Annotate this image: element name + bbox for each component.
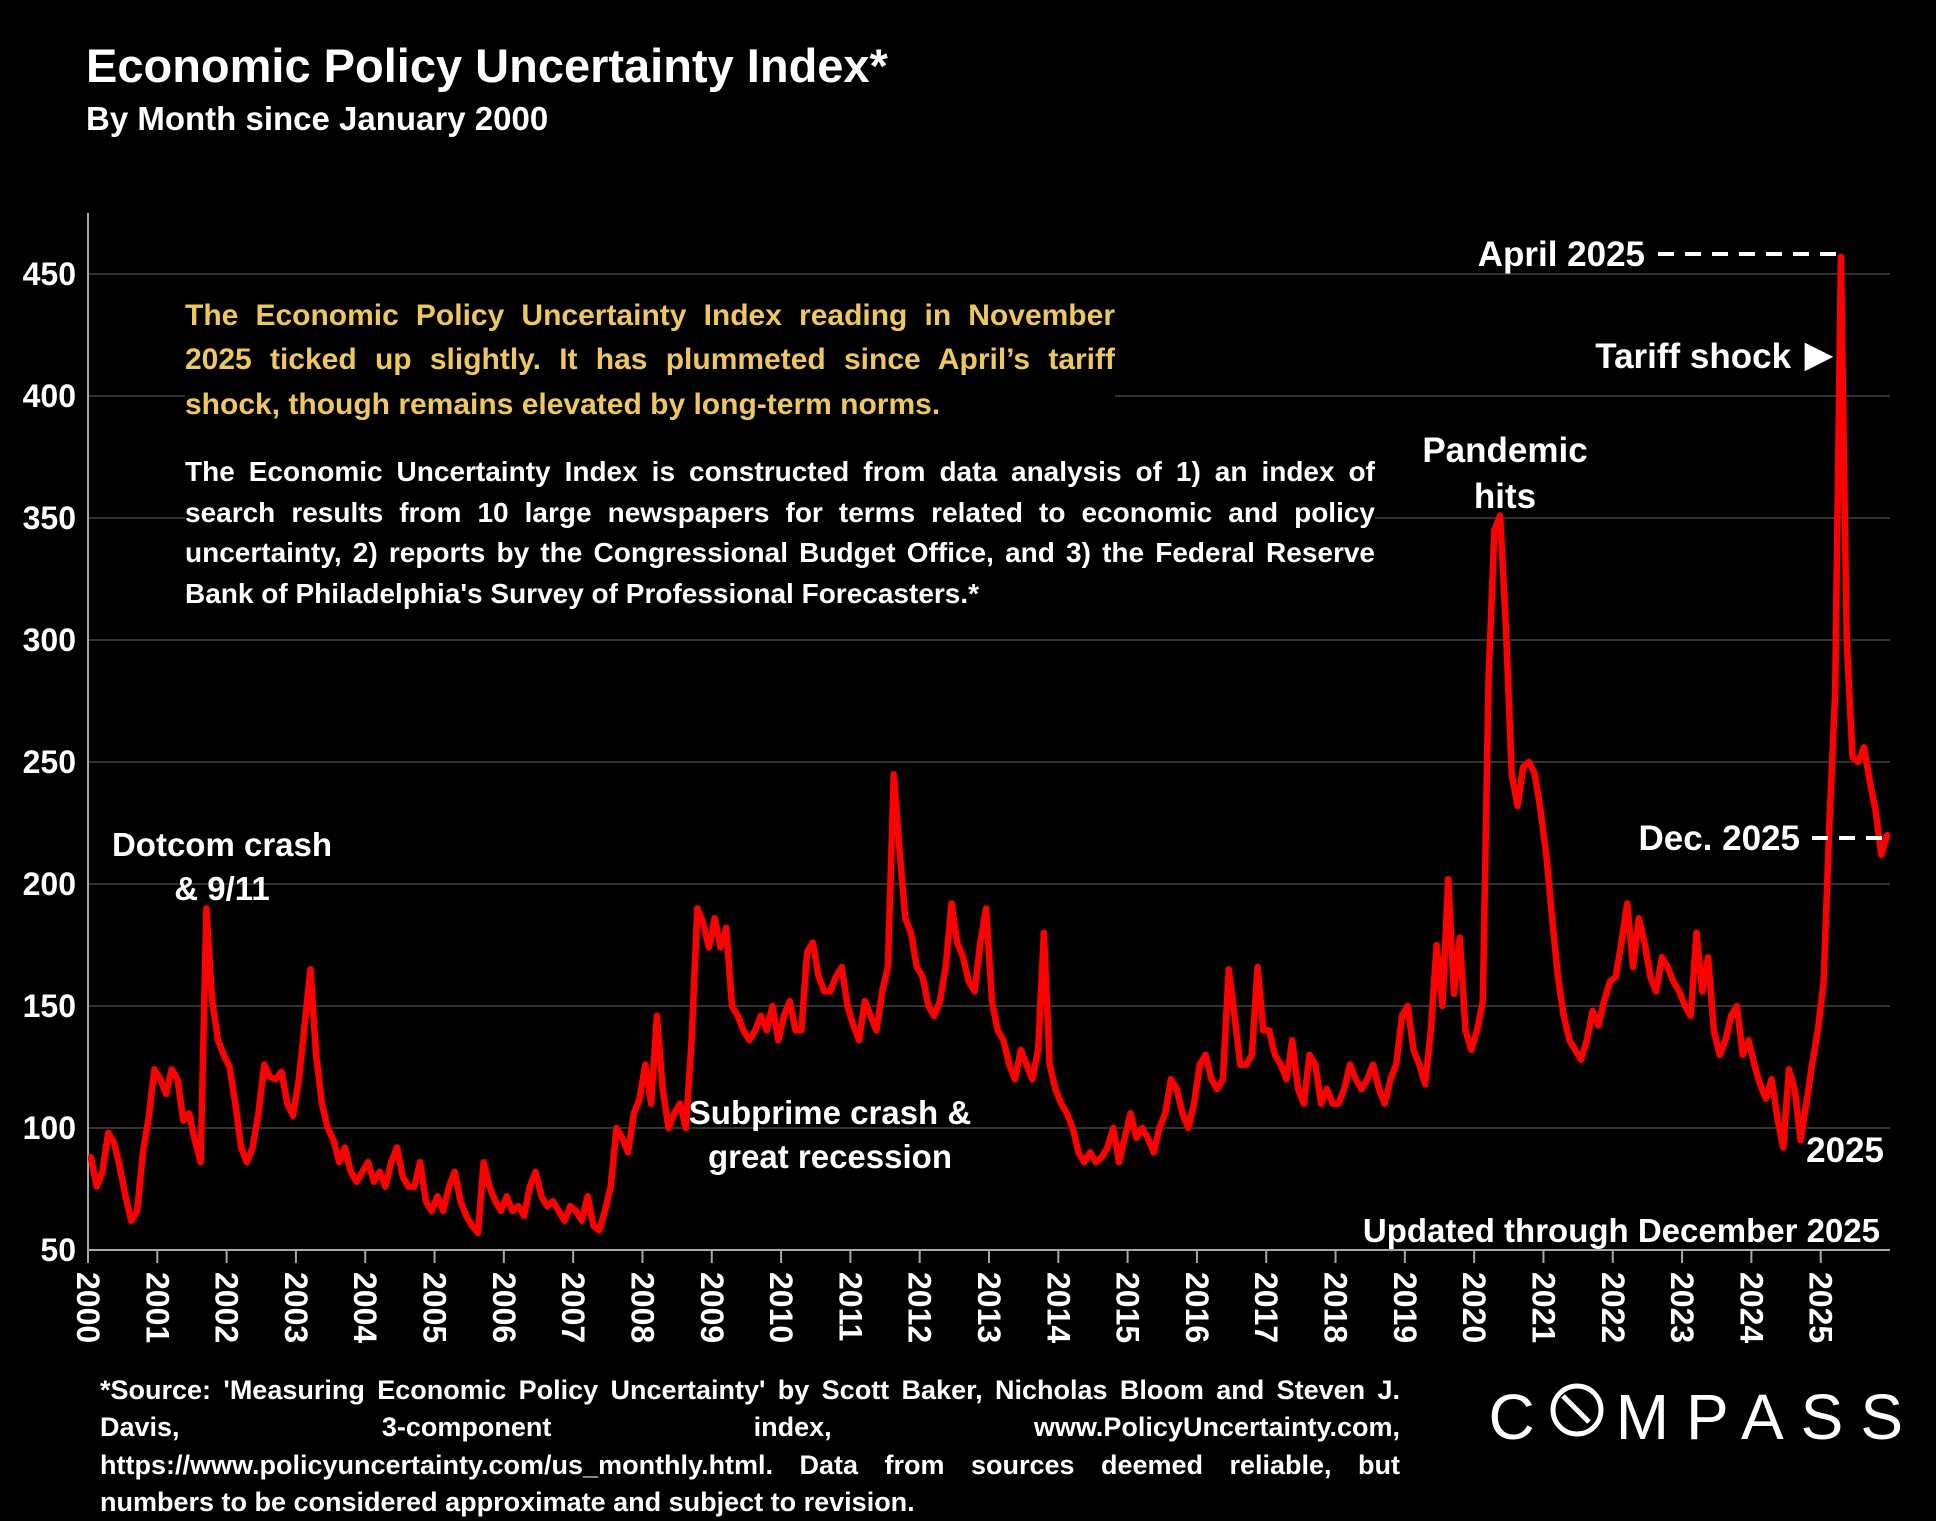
x-tick-label-2017: 2017 [1248, 1272, 1284, 1343]
source-footnote: *Source: 'Measuring Economic Policy Unce… [100, 1375, 1400, 1517]
annotation-tariff-shock: Tariff shock ▶ [1595, 335, 1834, 376]
annotation-updated-through: Updated through December 2025 [1363, 1212, 1880, 1249]
annotation-april-2025: April 2025 [1478, 235, 1645, 274]
y-tick-label-450: 450 [23, 256, 76, 292]
annotation-pandemic-line2: hits [1474, 477, 1536, 516]
x-tick-label-2000: 2000 [70, 1272, 106, 1343]
x-tick-label-2016: 2016 [1179, 1272, 1215, 1343]
x-tick-label-2002: 2002 [209, 1272, 245, 1343]
tariff-shock-label: Tariff shock [1595, 337, 1791, 376]
compass-logo-text-mpass: MPASS [1615, 1381, 1920, 1453]
x-tick-label-2022: 2022 [1595, 1272, 1631, 1343]
x-tick-label-2010: 2010 [763, 1272, 799, 1343]
x-tick-label-2012: 2012 [902, 1272, 938, 1343]
x-tick-label-2004: 2004 [347, 1272, 383, 1343]
x-tick-label-2014: 2014 [1040, 1272, 1076, 1343]
epu-index-line [87, 253, 1891, 1237]
annotation-subprime-line2: great recession [708, 1138, 952, 1175]
page-title: Economic Policy Uncertainty Index* [86, 39, 888, 92]
x-tick-label-2003: 2003 [278, 1272, 314, 1343]
annotation-year-2025: 2025 [1806, 1131, 1884, 1170]
right-arrow-icon: ▶ [1804, 335, 1834, 374]
y-tick-label-50: 50 [40, 1232, 76, 1268]
x-tick-label-2025: 2025 [1803, 1272, 1839, 1343]
y-tick-label-100: 100 [23, 1110, 76, 1146]
chart-annotations-layer: April 2025 Tariff shock ▶ Pandemic hits D… [112, 235, 1884, 1249]
x-tick-label-2001: 2001 [139, 1272, 175, 1343]
annotation-subprime-line1: Subprime crash & [689, 1094, 971, 1131]
y-tick-label-300: 300 [23, 622, 76, 658]
annotation-dec-2025: Dec. 2025 [1638, 819, 1800, 858]
x-tick-label-2019: 2019 [1387, 1272, 1423, 1343]
y-tick-label-400: 400 [23, 378, 76, 414]
x-tick-label-2011: 2011 [832, 1272, 868, 1341]
chart-series-layer [87, 253, 1891, 1237]
x-tick-label-2023: 2023 [1664, 1272, 1700, 1343]
x-tick-label-2005: 2005 [417, 1272, 453, 1343]
x-tick-label-2007: 2007 [555, 1272, 591, 1343]
x-tick-label-2015: 2015 [1110, 1272, 1146, 1343]
x-tick-label-2021: 2021 [1525, 1272, 1561, 1343]
annotation-pandemic-line1: Pandemic [1422, 431, 1587, 470]
methodology-note: The Economic Uncertainty Index is constr… [185, 452, 1375, 615]
highlight-commentary: The Economic Policy Uncertainty Index re… [185, 294, 1115, 428]
compass-logo: C MPASS [1452, 1380, 1920, 1454]
x-tick-label-2018: 2018 [1318, 1272, 1354, 1343]
compass-o-icon [1548, 1380, 1606, 1454]
x-tick-label-2009: 2009 [694, 1272, 730, 1343]
y-tick-label-350: 350 [23, 500, 76, 536]
y-tick-label-250: 250 [23, 744, 76, 780]
x-tick-label-2024: 2024 [1733, 1272, 1769, 1343]
annotation-dotcom-line1: Dotcom crash [112, 826, 332, 863]
x-tick-label-2020: 2020 [1456, 1272, 1492, 1343]
x-tick-label-2006: 2006 [486, 1272, 522, 1343]
annotation-dotcom-line2: & 9/11 [174, 870, 269, 907]
y-tick-label-200: 200 [23, 866, 76, 902]
x-tick-label-2008: 2008 [624, 1272, 660, 1343]
x-tick-label-2013: 2013 [971, 1272, 1007, 1343]
y-tick-label-150: 150 [23, 988, 76, 1024]
compass-logo-text-c: C [1488, 1381, 1552, 1453]
page-subtitle: By Month since January 2000 [86, 100, 549, 137]
